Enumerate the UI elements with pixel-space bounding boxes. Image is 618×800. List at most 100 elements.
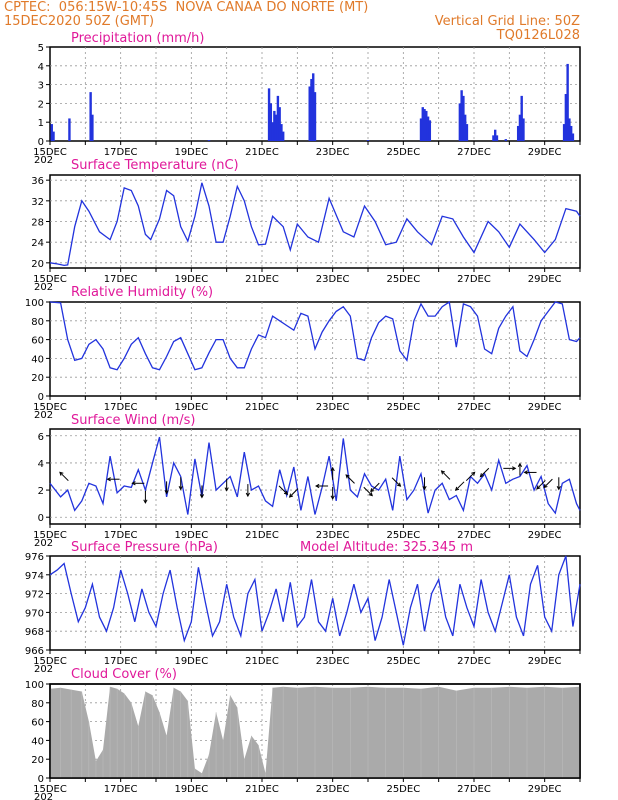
y-tick-label: 1 [38, 118, 44, 129]
wind-arrow-head [143, 499, 148, 504]
x-tick-label: 29DEC [528, 147, 562, 158]
x-tick-label: 25DEC [386, 656, 420, 667]
precip-bar [458, 103, 462, 141]
precip-bar [426, 116, 430, 141]
precip-bar [269, 103, 273, 141]
x-tick-label: 21DEC [245, 784, 279, 795]
y-tick-label: 976 [25, 552, 44, 563]
y-tick-label: 968 [25, 627, 44, 638]
y-tick-label: 20 [31, 259, 44, 270]
x-tick-label: 15DEC [33, 656, 67, 667]
wind-arrow-head [106, 477, 111, 482]
x-tick-label: 21DEC [245, 656, 279, 667]
pres-title: Surface Pressure (hPa) [71, 540, 218, 555]
x-tick-label: 17DEC [104, 147, 138, 158]
header-grid-note: Vertical Grid Line: 50Z [434, 14, 580, 29]
x-tick-label: 19DEC [174, 147, 208, 158]
wind-arrow-head [59, 471, 64, 476]
y-tick-label: 0 [38, 513, 44, 524]
x-tick-label: 23DEC [316, 530, 350, 541]
wind-arrow-head [454, 486, 460, 491]
precip-bar [516, 125, 520, 141]
wind-arrow-head [345, 474, 350, 479]
precip-bar [421, 107, 424, 141]
x-tick-label: 19DEC [174, 784, 208, 795]
wind-arrow-head [164, 490, 169, 495]
x-tick-label: 27DEC [457, 530, 491, 541]
y-tick-label: 100 [25, 298, 44, 309]
x-tick-label: 15DEC [33, 274, 67, 285]
wind-title: Surface Wind (m/s) [71, 413, 195, 428]
x-tick-label: 23DEC [316, 784, 350, 795]
x-tick-label: 25DEC [386, 784, 420, 795]
x-tick-label: 15DEC [33, 784, 67, 795]
wind-arrow-head [471, 471, 476, 476]
x-tick-label: 21DEC [245, 402, 279, 413]
wind-arrow-head [396, 482, 402, 487]
x-tick-label: 29DEC [528, 530, 562, 541]
pres-series-line [49, 555, 581, 646]
header-date-line: 15DEC2020 50Z (GMT) [4, 14, 155, 29]
x-tick-label: 17DEC [104, 530, 138, 541]
wind-arrow-head [556, 485, 561, 491]
year-fragment: 202 [34, 664, 53, 675]
y-tick-label: 40 [31, 354, 44, 365]
y-tick-label: 974 [25, 571, 44, 582]
y-tick-label: 20 [31, 755, 44, 766]
precip-bar [423, 109, 426, 141]
x-tick-label: 25DEC [386, 402, 420, 413]
x-tick-label: 23DEC [316, 274, 350, 285]
rh-frame [49, 301, 581, 397]
x-tick-label: 25DEC [386, 274, 420, 285]
wind-arrow-head [315, 483, 320, 489]
x-tick-label: 15DEC [33, 147, 67, 158]
x-tick-label: 27DEC [457, 274, 491, 285]
x-tick-label: 25DEC [386, 530, 420, 541]
precip-bar [569, 125, 573, 141]
year-fragment: 202 [34, 792, 53, 800]
y-tick-label: 972 [25, 590, 44, 601]
precip-bar [366, 140, 370, 141]
y-tick-label: 970 [25, 608, 44, 619]
y-tick-label: 0 [38, 392, 44, 403]
cloud-frame-overlay [49, 683, 581, 779]
y-tick-label: 2 [38, 99, 44, 110]
wind-arrow [480, 467, 490, 477]
precip-bar [504, 139, 507, 141]
precip-bar [267, 88, 271, 141]
wind-arrow-head [368, 492, 373, 497]
precip-bar [419, 118, 423, 141]
precip-title: Precipitation (mm/h) [71, 31, 204, 46]
precip-bar [492, 135, 495, 141]
x-tick-label: 29DEC [528, 784, 562, 795]
y-tick-label: 60 [31, 336, 44, 347]
wind-arrow [455, 481, 465, 491]
y-tick-label: 24 [31, 238, 44, 249]
x-tick-label: 17DEC [104, 784, 138, 795]
wind-arrow [363, 486, 373, 496]
wind-arrow [370, 482, 380, 492]
wind-arrow-head [330, 466, 335, 472]
x-tick-label: 19DEC [174, 656, 208, 667]
y-tick-label: 6 [38, 432, 44, 443]
wind-frame [49, 428, 581, 525]
x-tick-label: 29DEC [528, 656, 562, 667]
wind-arrow-head [422, 485, 427, 491]
wind-arrow-head [536, 485, 541, 490]
y-tick-label: 32 [31, 197, 44, 208]
wind-arrow [278, 485, 288, 495]
wind-arrow-head [440, 470, 446, 475]
header-code: TQ0126L028 [496, 28, 580, 43]
header-station-line: CPTEC: 056:15W-10:45S NOVA CANAA DO NORT… [4, 0, 369, 15]
precip-bar [273, 110, 276, 141]
x-tick-label: 17DEC [104, 402, 138, 413]
y-tick-label: 5 [38, 43, 44, 54]
precip-bar [562, 124, 566, 141]
year-fragment: 202 [34, 538, 53, 549]
precip-bar [89, 92, 92, 141]
precip-bar [460, 90, 463, 141]
y-tick-label: 4 [38, 62, 44, 73]
y-tick-label: 0 [38, 137, 44, 148]
y-tick-label: 36 [31, 176, 44, 187]
